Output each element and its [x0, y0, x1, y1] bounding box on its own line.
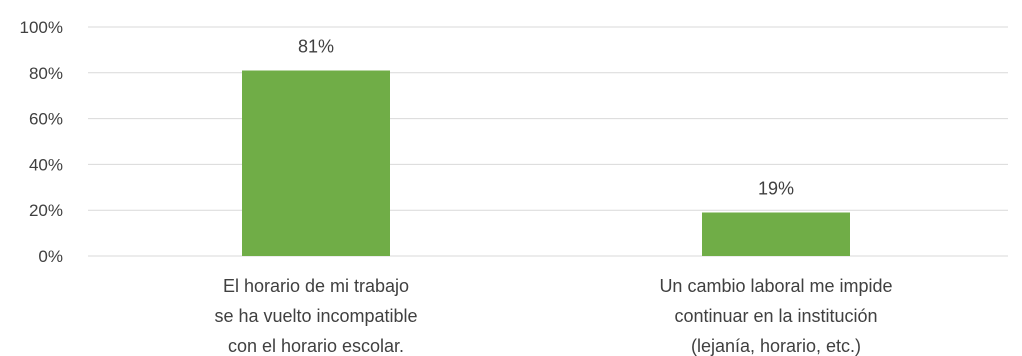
category-labels: El horario de mi trabajo se ha vuelto inc… — [214, 276, 892, 356]
data-label-1: 81% — [298, 37, 334, 57]
y-tick-label-0: 0% — [38, 247, 63, 266]
category-label-2-line-2: continuar en la institución — [674, 306, 877, 326]
category-label-1-line-3: con el horario escolar. — [228, 336, 404, 356]
bar-1 — [242, 70, 390, 256]
gridlines — [88, 26, 1008, 257]
category-label-1-line-2: se ha vuelto incompatible — [214, 306, 417, 326]
y-axis-ticks: 0% 20% 40% 60% 80% 100% — [20, 18, 63, 266]
y-tick-label-40: 40% — [29, 155, 63, 174]
category-label-1-line-1: El horario de mi trabajo — [223, 276, 409, 296]
y-tick-label-80: 80% — [29, 64, 63, 83]
data-label-2: 19% — [758, 178, 794, 198]
y-tick-label-20: 20% — [29, 201, 63, 220]
category-label-2-line-3: (lejanía, horario, etc.) — [691, 336, 861, 356]
y-tick-label-60: 60% — [29, 110, 63, 129]
y-tick-label-100: 100% — [20, 18, 63, 37]
bars — [242, 70, 850, 256]
data-labels: 81% 19% — [298, 37, 794, 199]
bar-2 — [702, 212, 850, 256]
category-label-2-line-1: Un cambio laboral me impide — [659, 276, 892, 296]
